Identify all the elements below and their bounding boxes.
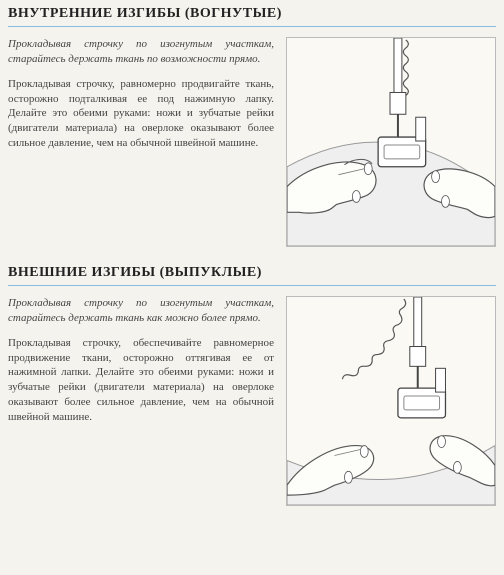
illustration-convex (286, 296, 496, 506)
section-content: Прокладывая строчку по изогнутым участка… (8, 37, 496, 247)
text-column: Прокладывая строчку по изогнутым участка… (8, 37, 274, 151)
section-title: ВНУТРЕННИЕ ИЗГИБЫ (ВОГНУТЫЕ) (8, 6, 496, 22)
intro-text: Прокладывая строчку по изогнутым участка… (8, 296, 274, 326)
intro-text: Прокладывая строчку по изогнутым участка… (8, 37, 274, 67)
section-content: Прокладывая строчку по изогнутым участка… (8, 296, 496, 506)
body-text: Прокладывая строчку, равномерно продвига… (8, 77, 274, 151)
illustration-concave (286, 37, 496, 247)
section-convex: ВНЕШНИЕ ИЗГИБЫ (ВЫПУКЛЫЕ) Прокладывая ст… (8, 265, 496, 506)
divider (8, 26, 496, 27)
sewing-machine-icon (287, 297, 495, 505)
sewing-machine-icon (287, 38, 495, 246)
section-title: ВНЕШНИЕ ИЗГИБЫ (ВЫПУКЛЫЕ) (8, 265, 496, 281)
section-concave: ВНУТРЕННИЕ ИЗГИБЫ (ВОГНУТЫЕ) Прокладывая… (8, 6, 496, 247)
divider (8, 285, 496, 286)
body-text: Прокладывая строчку, обеспечивайте равно… (8, 336, 274, 425)
text-column: Прокладывая строчку по изогнутым участка… (8, 296, 274, 425)
